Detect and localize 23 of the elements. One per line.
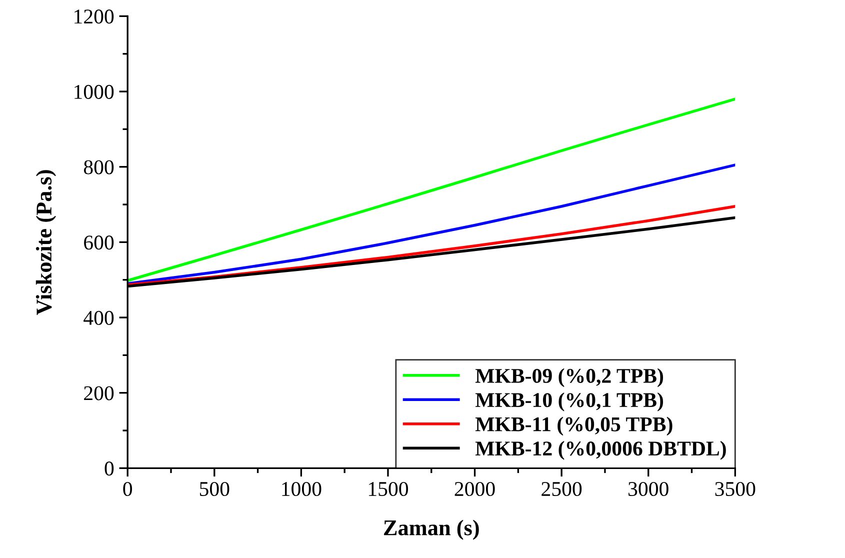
x-tick-label: 3000	[628, 482, 668, 496]
x-tick-label: 3500	[715, 482, 756, 496]
x-tick-label: 500	[200, 482, 230, 496]
x-tick-label: 2000	[454, 482, 495, 496]
y-tick-label: 800	[84, 160, 114, 174]
y-axis-title: Viskozite (Pa.s)	[36, 170, 56, 315]
y-tick-label: 400	[84, 310, 114, 325]
line-series	[128, 164, 736, 285]
x-tick-label: 1000	[282, 482, 322, 496]
y-tick-label: 1000	[74, 84, 114, 99]
y-tick-label: 600	[84, 236, 114, 250]
y-tick-label: 200	[84, 386, 114, 400]
legend-label: MKB-12 (%0,0006 DBTDL)	[475, 440, 726, 460]
legend-label: MKB-10 (%0,1 TPB)	[475, 392, 664, 412]
legend-label: MKB-11 (%0,05 TPB)	[475, 416, 672, 436]
x-tick-label: 0	[123, 482, 132, 496]
line-series	[128, 98, 736, 282]
x-tick-label: 2500	[542, 482, 582, 496]
y-tick-label: 1200	[74, 10, 114, 24]
legend-label: MKB-09 (%0,2 TPB)	[475, 368, 664, 388]
x-tick-label: 1500	[368, 482, 408, 496]
y-tick-label: 0	[104, 462, 114, 476]
x-axis-title: Zaman (s)	[384, 520, 479, 540]
